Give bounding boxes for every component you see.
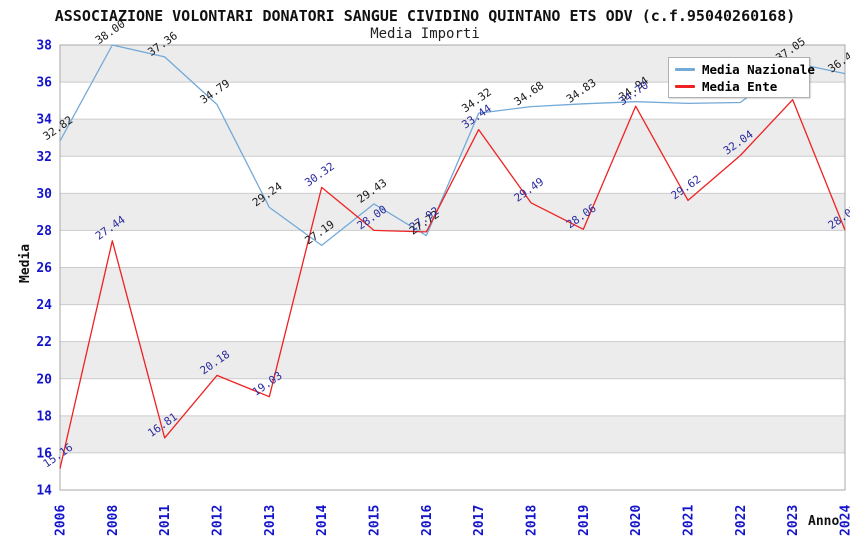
grid-band bbox=[60, 267, 845, 305]
x-tick-label: 2021 bbox=[682, 505, 697, 536]
line-swatch-icon bbox=[675, 67, 695, 71]
x-tick-label: 2006 bbox=[54, 505, 69, 536]
y-tick-label: 30 bbox=[36, 187, 52, 202]
legend-label: Media Ente bbox=[702, 78, 778, 94]
y-tick-label: 24 bbox=[36, 298, 52, 313]
legend-label: Media Nazionale bbox=[702, 61, 815, 77]
x-tick-label: 2022 bbox=[734, 505, 749, 536]
point-label: 34.68 bbox=[512, 79, 547, 109]
y-tick-label: 14 bbox=[36, 484, 52, 499]
x-tick-label: 2018 bbox=[525, 505, 540, 536]
y-tick-label: 16 bbox=[36, 446, 52, 461]
grid-band bbox=[60, 119, 845, 157]
legend-item-media-ente: Media Ente bbox=[675, 78, 809, 94]
legend: Media Nazionale Media Ente bbox=[668, 57, 815, 98]
y-tick-label: 38 bbox=[36, 39, 52, 54]
x-tick-label: 2008 bbox=[106, 505, 121, 536]
y-tick-label: 28 bbox=[36, 224, 52, 239]
line-swatch-icon bbox=[675, 84, 695, 88]
y-tick-label: 22 bbox=[36, 335, 52, 350]
y-tick-label: 18 bbox=[36, 409, 52, 424]
series-line-media-nazionale bbox=[59, 44, 846, 247]
x-tick-label: 2014 bbox=[315, 505, 330, 536]
x-tick-label: 2023 bbox=[786, 505, 801, 536]
x-tick-label: 2011 bbox=[158, 505, 173, 536]
grid-band bbox=[60, 341, 845, 379]
x-tick-label: 2020 bbox=[629, 505, 644, 536]
x-axis-title: Anno bbox=[808, 514, 840, 529]
x-tick-label: 2013 bbox=[263, 505, 278, 536]
y-axis-title: Media bbox=[18, 243, 33, 283]
y-tick-label: 34 bbox=[36, 113, 52, 128]
series-line-media-ente bbox=[59, 99, 846, 469]
x-tick-label: 2012 bbox=[211, 505, 226, 536]
x-tick-label: 2016 bbox=[420, 505, 435, 536]
chart-title: ASSOCIAZIONE VOLONTARI DONATORI SANGUE C… bbox=[54, 7, 796, 25]
y-tick-label: 36 bbox=[36, 76, 52, 91]
x-tick-label: 2015 bbox=[368, 505, 383, 536]
point-label: 15.16 bbox=[41, 441, 76, 471]
grid-band bbox=[60, 193, 845, 231]
y-tick-label: 32 bbox=[36, 150, 52, 165]
x-tick-label: 2017 bbox=[472, 505, 487, 536]
y-tick-label: 20 bbox=[36, 372, 52, 387]
grid-band bbox=[60, 415, 845, 453]
x-tick-label: 2024 bbox=[839, 505, 850, 536]
legend-item-media-nazionale: Media Nazionale bbox=[675, 61, 815, 77]
point-label: 30.32 bbox=[302, 160, 337, 190]
chart-subtitle: Media Importi bbox=[370, 26, 480, 42]
y-tick-label: 26 bbox=[36, 261, 52, 276]
plot-border bbox=[59, 44, 846, 491]
x-tick-label: 2019 bbox=[577, 505, 592, 536]
